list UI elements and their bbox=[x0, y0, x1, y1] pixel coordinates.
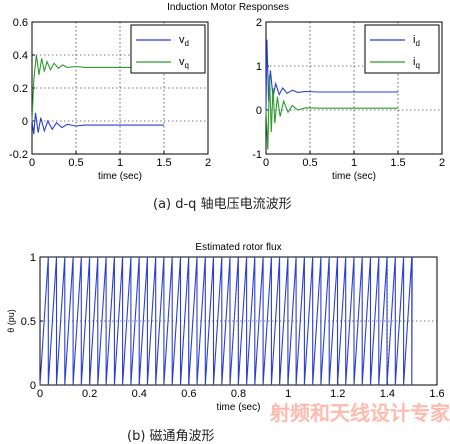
x-tick-label: 1.5 bbox=[156, 157, 171, 169]
x-axis-label: time (sec) bbox=[98, 171, 142, 182]
x-axis-label: time (sec) bbox=[332, 171, 376, 182]
x-tick-label: 1 bbox=[117, 157, 123, 169]
legend-label: vd bbox=[179, 34, 189, 48]
legend-box bbox=[364, 24, 440, 74]
legend-label: id bbox=[413, 34, 420, 48]
y-tick-label: 0 bbox=[30, 380, 36, 392]
series-line-v_d bbox=[31, 112, 164, 135]
y-axis-label: θ (pu) bbox=[6, 309, 16, 333]
y-tick-label: 0.6 bbox=[13, 17, 28, 29]
x-tick-label: 1.5 bbox=[390, 157, 405, 169]
x-tick-label: 0.2 bbox=[82, 388, 97, 400]
figure-title: Induction Motor Responses bbox=[167, 2, 289, 13]
x-tick-label: 0.8 bbox=[231, 388, 246, 400]
x-tick-label: 1.2 bbox=[330, 388, 345, 400]
y-tick-label: 0 bbox=[256, 105, 262, 117]
series-line-i_q bbox=[265, 74, 398, 150]
y-tick-label: -0.2 bbox=[9, 149, 28, 161]
x-tick-label: 0.5 bbox=[68, 157, 83, 169]
x-tick-label: 1 bbox=[285, 388, 291, 400]
x-tick-label: 2 bbox=[205, 157, 211, 169]
series-line-v_q bbox=[31, 54, 164, 122]
x-axis-label: time (sec) bbox=[217, 402, 261, 413]
x-tick-label: 1 bbox=[351, 157, 357, 169]
x-tick-label: 0.5 bbox=[302, 157, 317, 169]
legend-label: iq bbox=[413, 56, 420, 70]
x-tick-label: 0 bbox=[37, 388, 43, 400]
y-tick-label: 2 bbox=[256, 17, 262, 29]
caption-b: (b) 磁通角波形 bbox=[127, 429, 215, 444]
y-tick-label: 0 bbox=[22, 116, 28, 128]
y-tick-label: 1 bbox=[256, 61, 262, 73]
x-tick-label: 0 bbox=[29, 157, 35, 169]
legend-box bbox=[130, 24, 206, 74]
x-tick-label: 0 bbox=[263, 157, 269, 169]
y-tick-label: -1 bbox=[252, 149, 262, 161]
x-tick-label: 2 bbox=[439, 157, 445, 169]
x-tick-label: 1.6 bbox=[429, 388, 444, 400]
series-line-theta bbox=[39, 256, 413, 386]
y-tick-label: 0.5 bbox=[21, 316, 36, 328]
caption-a: (a) d-q 轴电压电流波形 bbox=[153, 197, 292, 212]
chart-title: Estimated rotor flux bbox=[195, 242, 281, 253]
x-tick-label: 0.6 bbox=[181, 388, 196, 400]
x-tick-label: 0.4 bbox=[132, 388, 147, 400]
watermark: 射频和天线设计专家 bbox=[270, 401, 450, 425]
x-tick-label: 1.4 bbox=[380, 388, 395, 400]
chart-rotor-flux: 0 0.2 0.4 0.6 0.8 1 1.2 1.4 1.6 0 0.5 1 time (sec) θ … bbox=[6, 242, 445, 413]
y-tick-label: 1 bbox=[30, 252, 36, 264]
legend-label: vq bbox=[179, 56, 189, 70]
y-tick-label: 0.4 bbox=[13, 50, 28, 62]
y-tick-label: 0.2 bbox=[13, 83, 28, 95]
